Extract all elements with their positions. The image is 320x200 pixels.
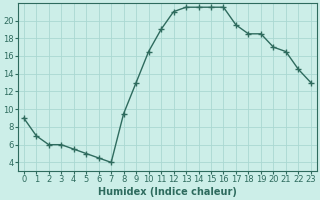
X-axis label: Humidex (Indice chaleur): Humidex (Indice chaleur): [98, 187, 237, 197]
